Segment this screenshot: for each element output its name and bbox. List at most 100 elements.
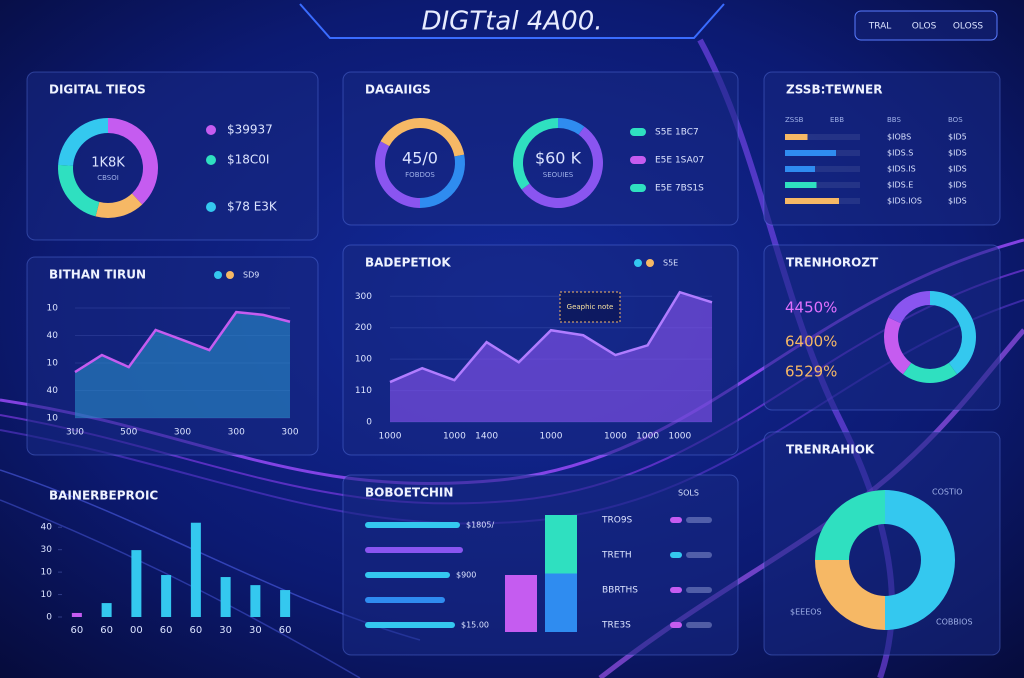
annotation-box bbox=[559, 291, 621, 323]
legend-swatch bbox=[686, 622, 712, 628]
legend-label: TRETH bbox=[601, 551, 632, 561]
donut-label: 4450% bbox=[785, 299, 837, 317]
x-tick-label: 1000 bbox=[636, 432, 659, 442]
tab[interactable]: TRAL bbox=[868, 22, 892, 32]
column-header: EBB bbox=[830, 116, 844, 124]
y-tick-label: 110 bbox=[355, 386, 372, 396]
donut-center-label: $60 K bbox=[535, 149, 582, 168]
x-tick-label: 3U0 bbox=[66, 428, 84, 438]
donut-segment bbox=[930, 291, 977, 375]
bar bbox=[250, 585, 261, 617]
area-line bbox=[389, 290, 713, 384]
donut-center-sublabel: CBSOI bbox=[97, 174, 119, 182]
legend-title: SOLS bbox=[678, 489, 699, 498]
donut-label: COBBIOS bbox=[936, 618, 973, 627]
donut-segment bbox=[815, 560, 885, 630]
tab-bar bbox=[854, 10, 998, 41]
legend-label: TRE3S bbox=[601, 621, 631, 631]
donut-segment bbox=[513, 118, 558, 190]
x-tick-label: 1000 bbox=[379, 432, 402, 442]
donut-segment bbox=[420, 154, 465, 208]
legend-swatch bbox=[686, 552, 712, 558]
y-tick-label: 10 bbox=[47, 304, 59, 314]
x-tick-label: 60 bbox=[279, 625, 292, 636]
y-tick-label: 0 bbox=[46, 613, 52, 623]
donut-label: $EEEOS bbox=[790, 608, 822, 617]
donut-center-sublabel: FOBDOS bbox=[405, 171, 435, 179]
y-tick-label: 0 bbox=[366, 418, 372, 428]
y-tick-label: 200 bbox=[355, 323, 372, 333]
y-tick-label: 10 bbox=[41, 568, 53, 578]
legend-label: $78 E3K bbox=[227, 200, 278, 214]
x-tick-label: 300 bbox=[174, 428, 191, 438]
legend-swatch bbox=[206, 125, 216, 135]
y-tick-label: 300 bbox=[355, 292, 372, 302]
donut-segment bbox=[888, 291, 930, 324]
donut-segment bbox=[58, 118, 108, 166]
bar bbox=[365, 597, 445, 603]
tab[interactable]: OLOS bbox=[912, 22, 937, 32]
donut-segment bbox=[58, 164, 100, 217]
legend-swatch bbox=[226, 271, 234, 279]
y-tick-label: 10 bbox=[47, 359, 59, 369]
bar bbox=[785, 150, 836, 156]
legend-label: SD9 bbox=[243, 271, 259, 280]
legend-swatch bbox=[630, 128, 646, 136]
legend-swatch bbox=[206, 155, 216, 165]
y-tick-label: 40 bbox=[47, 331, 59, 341]
panel-title: BADEPETIOK bbox=[365, 256, 451, 270]
donut-label: 6400% bbox=[785, 333, 837, 351]
bar bbox=[785, 182, 817, 188]
panel-title: BAINERBEPROIC bbox=[49, 489, 158, 503]
x-tick-label: 60 bbox=[160, 625, 173, 636]
y-tick-label: 40 bbox=[47, 386, 59, 396]
panel-title: TRENHOROZT bbox=[786, 256, 879, 270]
area-line bbox=[74, 310, 291, 374]
bar bbox=[220, 577, 231, 617]
value-label: $1805/ bbox=[466, 521, 494, 530]
y-tick-label: 10 bbox=[41, 590, 53, 600]
page-title: DIGTtal 4A00. bbox=[421, 7, 602, 37]
column-top bbox=[545, 515, 577, 574]
x-tick-label: 60 bbox=[71, 625, 84, 636]
legend-swatch bbox=[670, 587, 682, 593]
area-fill bbox=[390, 292, 712, 422]
value-label: $15.00 bbox=[461, 621, 489, 630]
row-label: $IDS.IOS bbox=[887, 197, 922, 206]
panel bbox=[763, 71, 1001, 226]
donut-segment bbox=[108, 118, 158, 205]
x-tick-label: 30 bbox=[249, 625, 262, 636]
column bbox=[505, 575, 537, 632]
panel-title: TRENRAHIOK bbox=[786, 443, 875, 457]
tab[interactable]: OLOSS bbox=[953, 22, 984, 32]
x-tick-label: 1000 bbox=[668, 432, 691, 442]
x-tick-label: 00 bbox=[130, 625, 143, 636]
row-value: $IDS bbox=[948, 181, 967, 190]
legend-swatch bbox=[634, 259, 642, 267]
panel-title: BITHAN TIRUN bbox=[49, 268, 146, 282]
legend-swatch bbox=[670, 517, 682, 523]
panel-title: BOBOETCHIN bbox=[365, 486, 453, 500]
bar bbox=[365, 572, 450, 578]
donut-center-sublabel: SEOUIES bbox=[543, 171, 574, 179]
bar bbox=[190, 522, 201, 617]
legend-label: S5E bbox=[663, 259, 678, 268]
donut-segment bbox=[95, 193, 143, 218]
row-value: $ID5 bbox=[948, 133, 967, 142]
legend-label: $39937 bbox=[227, 123, 273, 137]
x-tick-label: 30 bbox=[219, 625, 232, 636]
legend-swatch bbox=[686, 517, 712, 523]
column-header: BBS bbox=[887, 116, 901, 124]
bar-track bbox=[785, 166, 860, 172]
donut-segment bbox=[902, 362, 958, 383]
legend-swatch bbox=[686, 587, 712, 593]
donut-segment bbox=[558, 118, 585, 135]
x-tick-label: 60 bbox=[190, 625, 203, 636]
row-label: $IOBS bbox=[887, 133, 911, 142]
bar bbox=[365, 547, 463, 553]
bar bbox=[161, 575, 172, 617]
bar bbox=[365, 622, 455, 628]
panel bbox=[26, 71, 319, 241]
header-frame bbox=[299, 3, 725, 39]
